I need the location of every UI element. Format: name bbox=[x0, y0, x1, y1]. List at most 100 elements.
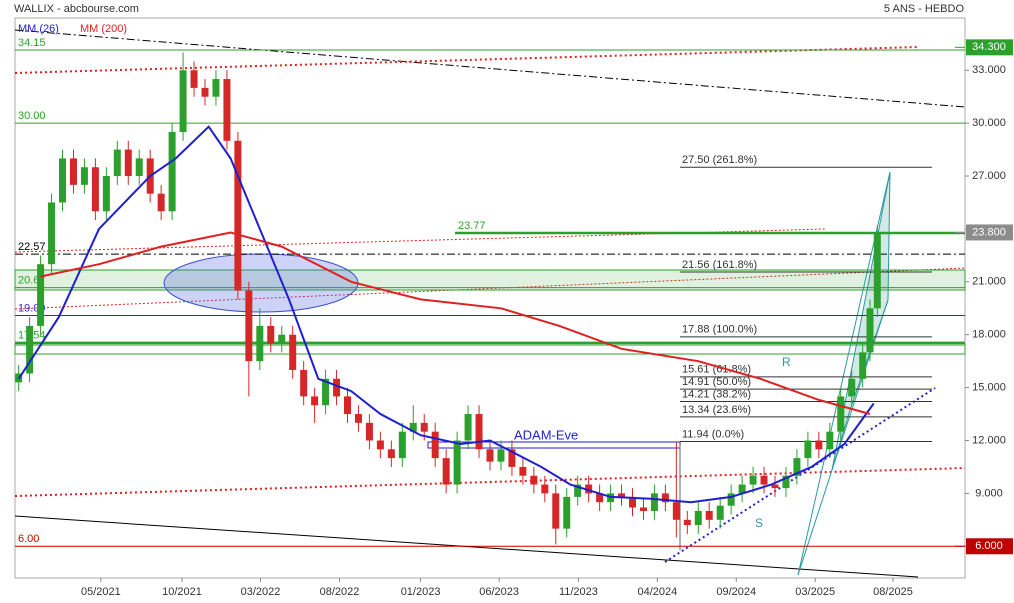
x-tick-label: 08/2022 bbox=[320, 586, 360, 598]
period: 5 ANS - HEBDO bbox=[884, 3, 965, 15]
price-box bbox=[966, 538, 1013, 555]
candle-body bbox=[749, 475, 757, 485]
y-tick-label: 27.000 bbox=[972, 170, 1006, 182]
candle-body bbox=[26, 325, 34, 374]
fib-label: 14.91 (50.0%) bbox=[682, 376, 751, 388]
fib-label: 17.88 (100.0%) bbox=[682, 324, 757, 336]
fib-label: 13.34 (23.6%) bbox=[682, 404, 751, 416]
support-zone bbox=[14, 344, 966, 355]
candle-body bbox=[650, 493, 658, 512]
candle-body bbox=[300, 369, 308, 397]
fib-label: 15.61 (61.8%) bbox=[682, 364, 751, 376]
trend-line bbox=[14, 46, 919, 74]
candle-body bbox=[552, 493, 560, 529]
level-label: 34.15 bbox=[18, 37, 46, 49]
candle-body bbox=[574, 484, 582, 497]
x-tick-label: 06/2023 bbox=[479, 586, 519, 598]
x-tick-label: 03/2022 bbox=[241, 586, 281, 598]
y-tick-label: 12.000 bbox=[972, 434, 1006, 446]
level-label: 23.77 bbox=[458, 220, 486, 232]
candle-body bbox=[782, 475, 790, 489]
candle-body bbox=[376, 440, 384, 450]
candle-body bbox=[530, 475, 538, 485]
candle-body bbox=[738, 484, 746, 494]
x-tick-label: 03/2025 bbox=[795, 586, 835, 598]
candle-body bbox=[179, 70, 187, 132]
candle-body bbox=[866, 308, 874, 353]
trend-line bbox=[14, 29, 966, 108]
annotation: R bbox=[782, 355, 791, 369]
x-tick-label: 08/2025 bbox=[873, 586, 913, 598]
trend-line bbox=[14, 228, 826, 253]
candle-body bbox=[705, 511, 713, 520]
candle-body bbox=[365, 422, 373, 441]
x-tick-label: 11/2023 bbox=[559, 586, 598, 598]
candle-body bbox=[442, 458, 450, 485]
fib-label: 11.94 (0.0%) bbox=[682, 428, 744, 440]
candle-body bbox=[234, 140, 242, 291]
candle-body bbox=[873, 232, 881, 309]
candle-body bbox=[826, 431, 834, 450]
highlight-ellipse bbox=[163, 253, 359, 313]
candle-body bbox=[168, 131, 176, 212]
candle-body bbox=[585, 484, 593, 494]
candle-body bbox=[508, 449, 516, 467]
candle-body bbox=[859, 352, 867, 379]
candle-body bbox=[344, 396, 351, 415]
candle-body bbox=[815, 440, 823, 450]
candle-body bbox=[311, 396, 319, 406]
candle-body bbox=[727, 493, 735, 506]
candle-body bbox=[848, 378, 856, 397]
legend-label: MM (200) bbox=[80, 23, 127, 35]
candle-body bbox=[497, 449, 505, 462]
candle-body bbox=[102, 176, 110, 212]
candle-body bbox=[596, 493, 604, 503]
candle-body bbox=[804, 440, 812, 459]
trend-line bbox=[14, 267, 966, 310]
candle-body bbox=[661, 493, 669, 503]
y-tick-label: 15.000 bbox=[972, 382, 1006, 394]
chart-title: WALLIX - abcbourse.com bbox=[14, 3, 139, 15]
level-label: 22.57 bbox=[18, 241, 46, 253]
price-box-label: 34.300 bbox=[972, 41, 1006, 53]
candle-body bbox=[563, 496, 571, 529]
candle-body bbox=[91, 167, 99, 212]
candle-body bbox=[354, 414, 362, 423]
candle-body bbox=[629, 496, 636, 508]
candle-body bbox=[464, 414, 472, 441]
candle-body bbox=[212, 79, 220, 97]
candle-body bbox=[245, 290, 253, 362]
candle-body bbox=[157, 193, 165, 212]
candle-body bbox=[267, 325, 275, 344]
candle-body bbox=[793, 458, 801, 476]
candle-body bbox=[672, 502, 680, 520]
candle-body bbox=[837, 396, 845, 432]
candle-body bbox=[453, 440, 461, 485]
candle-body bbox=[694, 511, 702, 526]
candle-body bbox=[760, 475, 768, 485]
trend-line bbox=[14, 467, 966, 497]
candle-body bbox=[420, 422, 428, 432]
candle-body bbox=[223, 79, 231, 141]
candle-body bbox=[683, 519, 691, 526]
candle-body bbox=[541, 484, 549, 494]
y-tick-label: 30.000 bbox=[972, 117, 1006, 129]
moving-average bbox=[40, 231, 871, 415]
y-tick-label: 21.000 bbox=[972, 276, 1006, 288]
candle-body bbox=[618, 493, 626, 497]
fib-label: 27.50 (261.8%) bbox=[682, 154, 757, 166]
candle-body bbox=[59, 158, 66, 203]
candle-body bbox=[387, 449, 395, 459]
x-tick-label: 10/2021 bbox=[162, 586, 202, 598]
y-tick-label: 18.000 bbox=[972, 329, 1006, 341]
legend-label: MM (26) bbox=[18, 23, 59, 35]
candle-body bbox=[519, 466, 527, 476]
annotation: S bbox=[755, 516, 763, 530]
x-tick-label: 04/2024 bbox=[637, 586, 677, 598]
candle-body bbox=[716, 505, 724, 520]
candle-body bbox=[278, 334, 286, 344]
candle-body bbox=[256, 325, 264, 362]
candle-body bbox=[398, 431, 406, 459]
